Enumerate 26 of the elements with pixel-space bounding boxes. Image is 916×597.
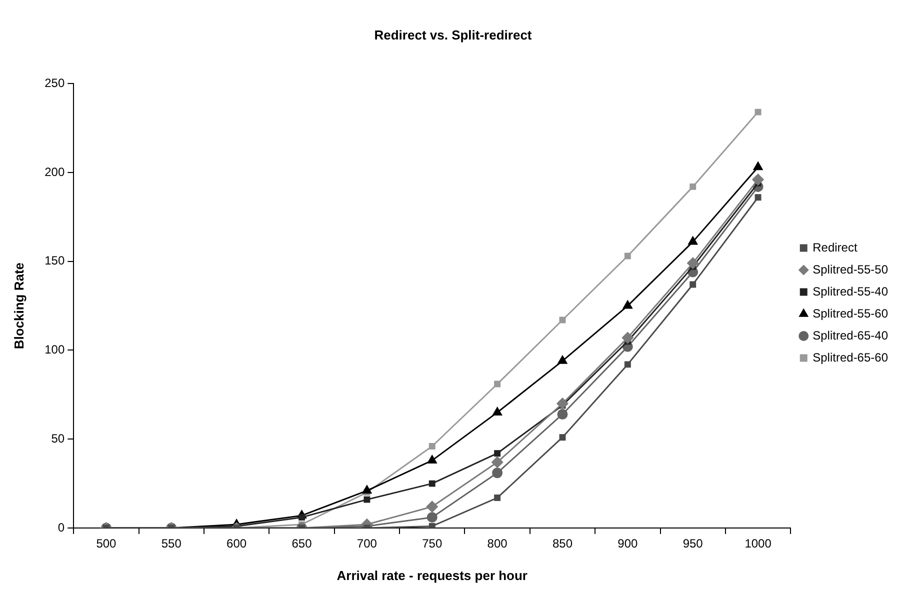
legend-label: Splitred-65-40 xyxy=(812,328,888,342)
legend-label: Splitred-55-60 xyxy=(812,306,888,320)
legend-label: Splitred-65-60 xyxy=(812,350,888,364)
y-tick-label: 0 xyxy=(58,520,65,534)
y-tick-label: 250 xyxy=(44,76,65,90)
x-tick-label: 800 xyxy=(487,536,508,551)
x-tick-label: 550 xyxy=(161,536,182,551)
y-tick-label: 150 xyxy=(44,254,65,268)
x-tick-label: 650 xyxy=(292,536,312,551)
x-tick-label: 500 xyxy=(96,536,117,551)
x-tick-label: 950 xyxy=(682,536,704,551)
x-tick-label: 600 xyxy=(226,536,247,551)
x-tick-label: 1000 xyxy=(744,536,772,551)
x-tick-label: 700 xyxy=(356,536,378,551)
y-tick-label: 100 xyxy=(44,342,65,357)
x-axis-title: Arrival rate - requests per hour xyxy=(336,568,528,583)
legend-label: Splitred-55-40 xyxy=(812,284,888,298)
x-tick-label: 900 xyxy=(618,536,638,551)
x-tick-label: 750 xyxy=(422,536,442,551)
legend-label: Splitred-55-50 xyxy=(812,262,888,276)
x-tick-label: 850 xyxy=(552,536,573,551)
chart-title: Redirect vs. Split-redirect xyxy=(374,27,532,42)
y-tick-label: 200 xyxy=(44,164,65,179)
y-axis-title: Blocking Rate xyxy=(11,262,26,350)
legend-label: Redirect xyxy=(812,240,858,254)
y-tick-label: 50 xyxy=(51,431,65,446)
